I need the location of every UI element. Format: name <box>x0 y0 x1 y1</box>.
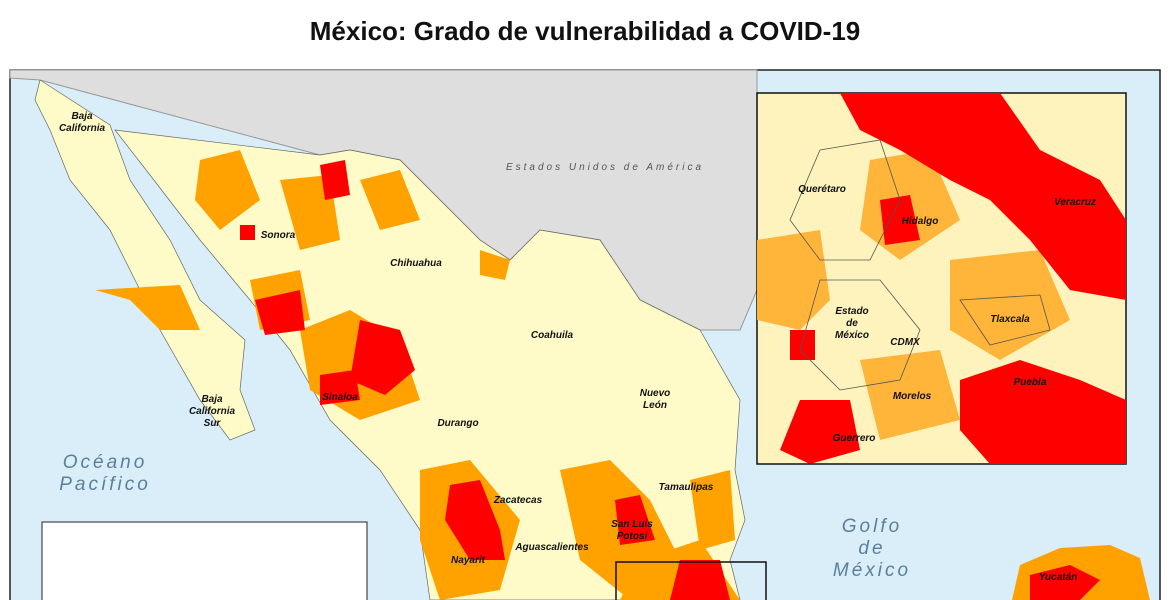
state-label: Nuevo <box>640 388 671 399</box>
state-label: Nayarit <box>451 555 486 566</box>
state-label: Durango <box>437 418 478 429</box>
inset-label: Veracruz <box>1054 197 1096 208</box>
inset-label: Querétaro <box>798 184 846 195</box>
water-label: Golfo <box>842 516 902 537</box>
state-label: Yucatán <box>1039 572 1078 583</box>
baja-peninsula <box>34 79 256 441</box>
inset-label: de <box>846 318 858 329</box>
state-label: Coahuila <box>531 330 574 341</box>
map-frame <box>9 69 1161 600</box>
state-label: Sur <box>204 418 222 429</box>
water-label: Pacífico <box>59 474 151 495</box>
inset-label: Tlaxcala <box>990 314 1030 325</box>
state-label: Aguascalientes <box>514 542 589 553</box>
state-label: Baja <box>201 394 223 405</box>
state-label: Baja <box>71 111 93 122</box>
water-label: Océano <box>63 452 148 473</box>
state-label: California <box>59 123 106 134</box>
inset-label: Puebla <box>1014 377 1047 388</box>
state-label: Tamaulipas <box>659 482 714 493</box>
state-label: San Luis <box>611 519 653 530</box>
inset-locator <box>615 561 767 600</box>
state-label: California <box>189 406 236 417</box>
state-label: Zacatecas <box>493 495 543 506</box>
map-title: México: Grado de vulnerabilidad a COVID-… <box>310 16 860 46</box>
inset-label: Estado <box>835 306 868 317</box>
water-label: de <box>858 538 885 559</box>
state-label: Sinaloa <box>322 392 358 403</box>
state-label: Chihuahua <box>390 258 442 269</box>
state-label: Potosí <box>617 531 649 542</box>
inset-label: Guerrero <box>833 433 876 444</box>
inset-label: Hidalgo <box>902 216 939 227</box>
state-label: León <box>643 400 667 411</box>
inset-label: México <box>835 330 869 341</box>
country-label: Estados Unidos de América <box>506 162 704 173</box>
inset <box>756 92 1127 465</box>
vulnerability-red <box>240 160 1100 600</box>
inset-label: CDMX <box>890 337 921 348</box>
state-label: Sonora <box>261 230 296 241</box>
inset-label: Morelos <box>893 391 932 402</box>
legend-box <box>41 521 368 600</box>
water-label: México <box>833 560 911 581</box>
